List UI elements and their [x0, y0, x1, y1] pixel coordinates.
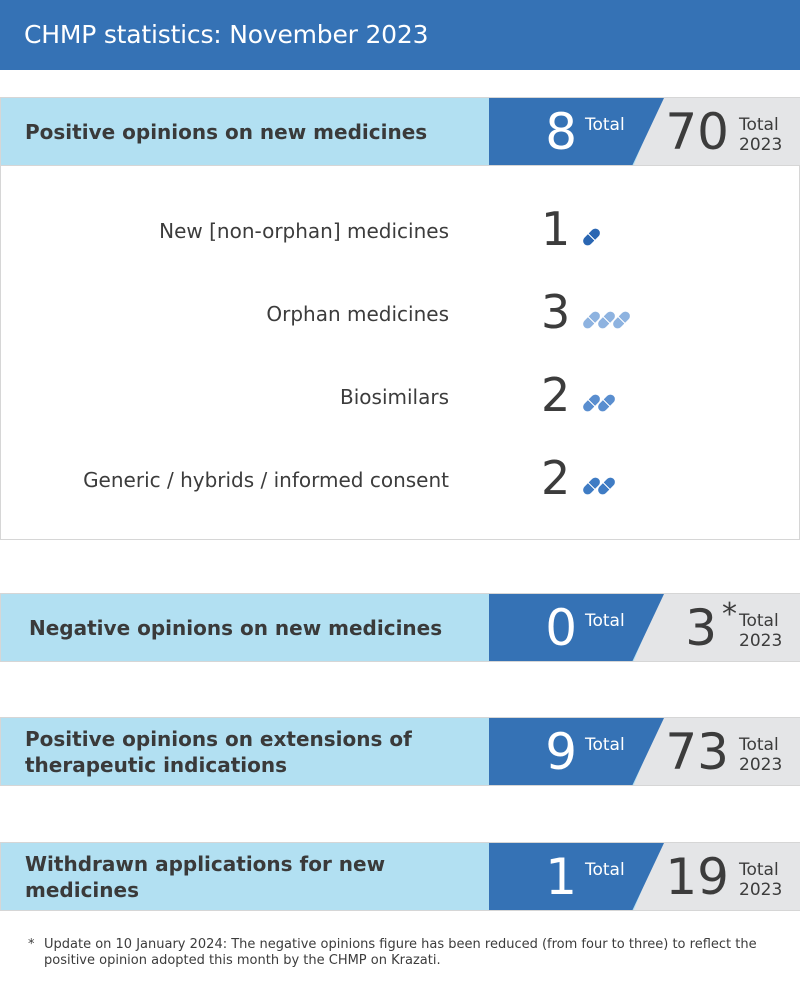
month-panel [489, 98, 664, 165]
breakdown-value: 2 [541, 451, 571, 505]
year-suffix: Total 2023 [739, 115, 782, 155]
breakdown-row: New [non-orphan] medicines 1 [1, 201, 800, 261]
year-value: 3 [685, 599, 717, 657]
stat-label: Positive opinions on extensions of thera… [1, 718, 489, 785]
year-panel [631, 718, 800, 785]
breakdown-value: 3 [541, 285, 571, 339]
pills [581, 226, 602, 248]
month-value: 1 [545, 848, 577, 906]
stat-label: Negative opinions on new medicines [1, 594, 489, 661]
year-panel [631, 98, 800, 165]
footnote-text: Update on 10 January 2024: The negative … [44, 937, 757, 968]
year-suffix-total: Total [739, 115, 779, 135]
breakdown-value: 2 [541, 368, 571, 422]
year-value: 70 [665, 103, 729, 161]
year-panel [631, 843, 800, 910]
pills [581, 309, 632, 331]
stat-row-positive-opinions: Positive opinions on new medicines 8 Tot… [0, 97, 800, 166]
page-title: CHMP statistics: November 2023 [0, 0, 800, 70]
breakdown-value: 1 [541, 202, 571, 256]
pill-icon [581, 226, 602, 248]
year-panel [631, 594, 800, 661]
positive-opinions-breakdown: New [non-orphan] medicines 1 Orphan medi… [0, 166, 800, 540]
year-value: 73 [665, 723, 729, 781]
breakdown-row: Biosimilars 2 [1, 367, 800, 427]
month-value: 0 [545, 599, 577, 657]
month-suffix: Total [585, 611, 625, 631]
year-suffix-year: 2023 [739, 135, 783, 155]
year-suffix-year: 2023 [739, 755, 783, 775]
month-suffix: Total [585, 860, 625, 880]
month-value: 9 [545, 723, 577, 781]
year-suffix-total: Total [739, 611, 779, 631]
stat-row-negative-opinions: Negative opinions on new medicines 0 Tot… [0, 593, 800, 662]
year-value: 19 [665, 848, 729, 906]
month-panel [489, 594, 664, 661]
stat-label: Positive opinions on new medicines [1, 98, 489, 165]
footnote-marker: * [28, 937, 35, 952]
breakdown-row: Generic / hybrids / informed consent 2 [1, 450, 800, 510]
year-suffix: Total 2023 [739, 735, 782, 775]
asterisk-marker: * [722, 597, 737, 632]
breakdown-label: Generic / hybrids / informed consent [83, 468, 449, 492]
stat-row-extensions: Positive opinions on extensions of thera… [0, 717, 800, 786]
pills [581, 392, 617, 414]
year-suffix-year: 2023 [739, 631, 783, 651]
month-suffix: Total [585, 735, 625, 755]
month-panel [489, 843, 664, 910]
pills [581, 475, 617, 497]
year-suffix: Total 2023 [739, 611, 782, 651]
breakdown-row: Orphan medicines 3 [1, 284, 800, 344]
year-suffix-total: Total [739, 860, 779, 880]
year-suffix-total: Total [739, 735, 779, 755]
breakdown-label: Orphan medicines [266, 302, 449, 326]
breakdown-label: Biosimilars [340, 385, 449, 409]
stat-label: Withdrawn applications for new medicines [1, 843, 489, 910]
month-panel [489, 718, 664, 785]
year-suffix: Total 2023 [739, 860, 782, 900]
month-suffix: Total [585, 115, 625, 135]
stat-row-withdrawn: Withdrawn applications for new medicines… [0, 842, 800, 911]
footnote: * Update on 10 January 2024: The negativ… [28, 937, 788, 969]
year-suffix-year: 2023 [739, 880, 783, 900]
breakdown-label: New [non-orphan] medicines [159, 219, 449, 243]
month-value: 8 [545, 103, 577, 161]
